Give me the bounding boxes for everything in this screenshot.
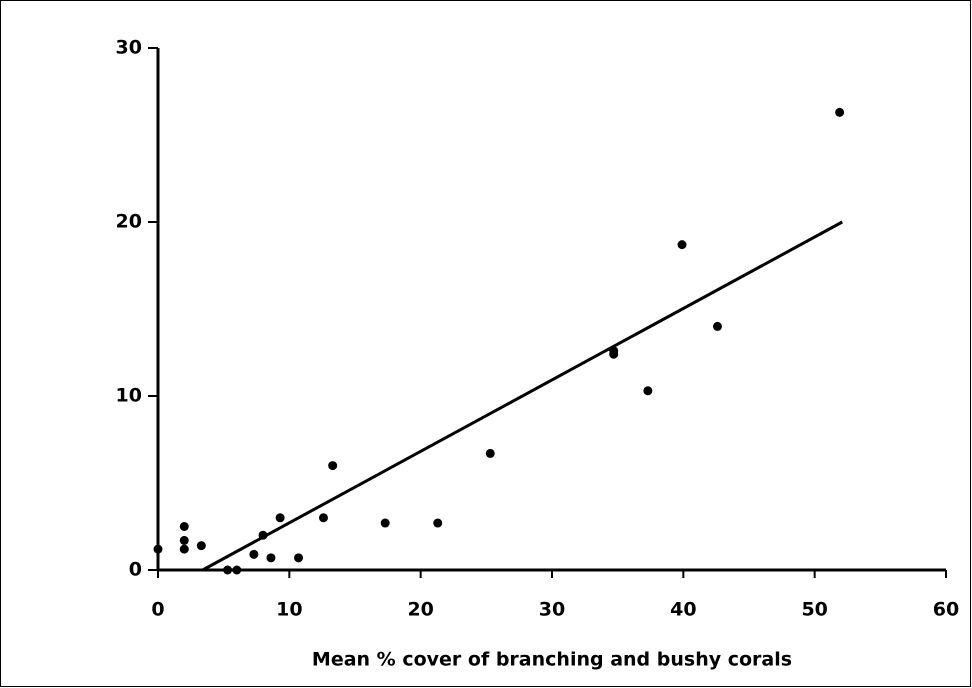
point [380, 518, 390, 528]
point [485, 448, 495, 458]
point [179, 522, 189, 531]
point [258, 530, 268, 540]
y-tick-label: 0 [129, 559, 142, 581]
point [835, 107, 845, 117]
point [179, 544, 189, 554]
x-tick-label: 60 [933, 599, 959, 621]
x-tick-label: 30 [539, 599, 565, 621]
point [677, 240, 687, 250]
point [232, 565, 242, 575]
x-axis-label: Mean % cover of branching and bushy cora… [312, 649, 792, 671]
point [196, 541, 206, 551]
point [433, 518, 443, 528]
trendline [201, 220, 843, 572]
point [643, 386, 653, 396]
point [328, 461, 338, 471]
point [249, 549, 259, 559]
point [318, 513, 328, 523]
x-tick-label: 0 [151, 599, 164, 621]
point [266, 553, 276, 563]
y-tick-label: 10 [116, 385, 142, 407]
x-tick-label: 50 [801, 599, 827, 621]
point [179, 535, 189, 545]
point [712, 321, 722, 331]
point [223, 565, 233, 575]
y-tick-label: 30 [116, 37, 142, 59]
x-tick-label: 10 [276, 599, 302, 621]
point [275, 513, 285, 523]
y-tick-label: 20 [116, 211, 142, 233]
point [153, 544, 163, 554]
point [294, 553, 304, 563]
x-tick-label: 40 [670, 599, 696, 621]
x-tick-label: 20 [407, 599, 433, 621]
point [609, 346, 619, 356]
